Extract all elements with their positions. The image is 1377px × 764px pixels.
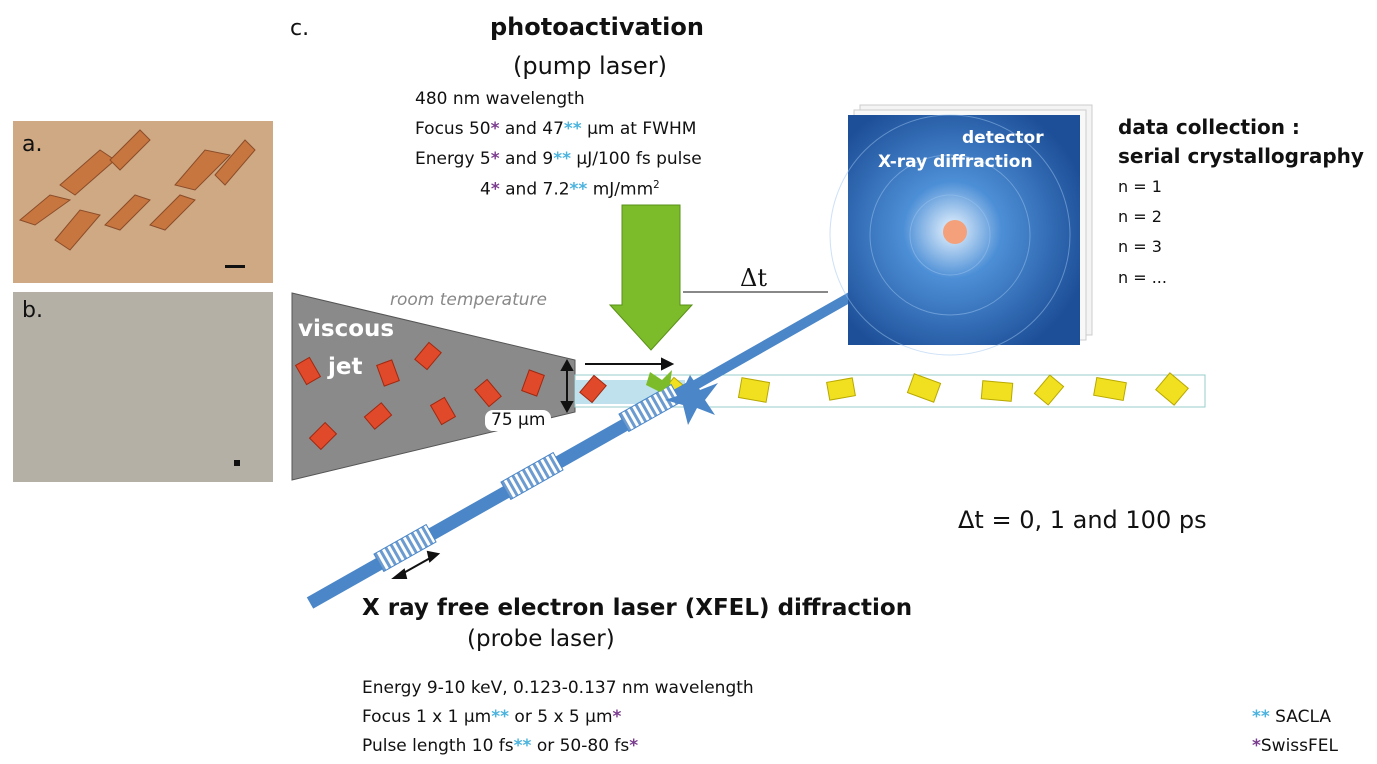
text-segment: SACLA xyxy=(1269,707,1331,727)
data-collection-title: serial crystallography xyxy=(1118,144,1364,168)
scale-bar xyxy=(234,460,240,466)
text-segment: Focus 1 x 1 µm xyxy=(362,707,492,727)
asterisk: ** xyxy=(491,707,510,727)
asterisk: ** xyxy=(513,736,532,756)
probe-line: Pulse length 10 fs** or 50-80 fs* xyxy=(362,738,638,755)
jet-width: 75 µm xyxy=(485,410,552,431)
detector xyxy=(829,104,1093,356)
pump-title: photoactivation xyxy=(490,13,704,41)
scale-bar xyxy=(225,265,245,268)
yellow-crystals xyxy=(659,372,1189,406)
text-segment: and 9 xyxy=(499,149,554,169)
asterisk: ** xyxy=(569,179,588,200)
text-segment: 480 nm wavelength xyxy=(415,89,585,109)
panel-label: b. xyxy=(22,298,43,323)
data-collection-title: data collection : xyxy=(1118,115,1300,139)
pump-line: 480 nm wavelength xyxy=(415,91,585,108)
asterisk: * xyxy=(612,707,622,727)
text-segment: or 50-80 fs xyxy=(531,736,630,756)
text-segment: µm at FWHM xyxy=(581,119,697,139)
asterisk: * xyxy=(629,736,639,756)
text-segment: µJ/100 fs pulse xyxy=(571,149,702,169)
text-segment: SwissFEL xyxy=(1260,736,1339,756)
frame: n = 3 xyxy=(1118,237,1162,256)
text-segment: Energy 5 xyxy=(415,149,491,169)
probe-line: Focus 1 x 1 µm** or 5 x 5 µm* xyxy=(362,709,621,726)
delay-values: Δt = 0, 1 and 100 ps xyxy=(958,506,1207,534)
probe-subtitle: (probe laser) xyxy=(467,626,615,652)
jet-label: viscous xyxy=(298,316,395,342)
detector-label: X-ray diffraction xyxy=(878,152,1033,172)
panel-label: c. xyxy=(290,16,310,41)
pump-star xyxy=(646,370,672,392)
frame: n = 1 xyxy=(1118,177,1162,196)
text-segment: or 5 x 5 µm xyxy=(509,707,613,727)
asterisk: ** xyxy=(1252,707,1270,727)
text-segment: Energy 9-10 keV, 0.123-0.137 nm waveleng… xyxy=(362,678,754,698)
asterisk: * xyxy=(1252,736,1261,756)
asterisk: * xyxy=(490,119,500,139)
pump-line: Focus 50* and 47** µm at FWHM xyxy=(415,121,696,138)
probe-title: X ray free electron laser (XFEL) diffrac… xyxy=(362,595,913,621)
text-segment: and 7.2 xyxy=(499,179,570,200)
xray-pulses xyxy=(373,383,682,573)
legend-entry: *SwissFEL xyxy=(1252,738,1338,755)
text-segment: Pulse length 10 fs xyxy=(362,736,514,756)
red-crystals xyxy=(294,341,607,451)
text-segment: and 47 xyxy=(499,119,564,139)
asterisk: ** xyxy=(563,119,582,139)
asterisk: * xyxy=(490,149,500,169)
frame: n = ... xyxy=(1118,268,1167,287)
delay-label: Δt xyxy=(740,264,767,292)
panel-label: a. xyxy=(22,132,43,157)
jet-label: jet xyxy=(328,354,363,380)
pump-line: 4* and 7.2** mJ/mm2 xyxy=(480,179,660,200)
probe-line: Energy 9-10 keV, 0.123-0.137 nm waveleng… xyxy=(362,680,754,697)
text-segment: mJ/mm xyxy=(587,179,654,200)
pump-line: Energy 5* and 9** µJ/100 fs pulse xyxy=(415,151,702,168)
text-segment: 4 xyxy=(480,179,491,200)
text-segment: Focus 50 xyxy=(415,119,491,139)
text-segment: 2 xyxy=(653,180,660,191)
asterisk: ** xyxy=(553,149,572,169)
arrows xyxy=(391,357,675,579)
pump-subtitle: (pump laser) xyxy=(513,52,667,80)
detector-label: detector xyxy=(962,128,1044,148)
room-temperature: room temperature xyxy=(390,290,547,310)
asterisk: * xyxy=(490,179,500,200)
crystals-a xyxy=(18,129,256,251)
crystal-image-b xyxy=(13,292,273,482)
legend-entry: ** SACLA xyxy=(1252,709,1331,726)
pump-arrow xyxy=(608,204,694,351)
impact-star xyxy=(665,375,718,425)
frame: n = 2 xyxy=(1118,207,1162,226)
viscous-jet xyxy=(291,292,576,481)
